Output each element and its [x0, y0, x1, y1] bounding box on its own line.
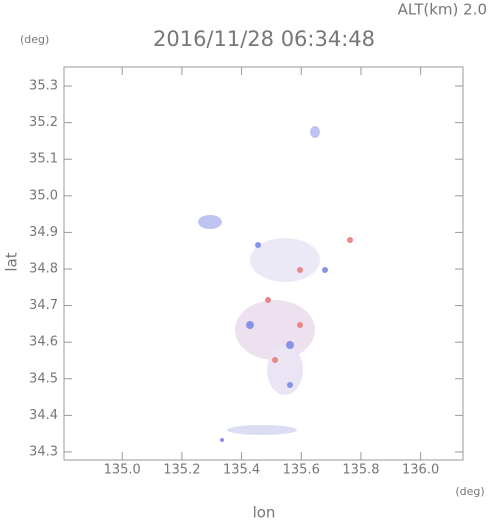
echo: [246, 321, 254, 329]
plot-frame: [63, 66, 464, 461]
echo-field: [198, 126, 353, 442]
y-tick-label: 34.6: [29, 335, 58, 350]
y-axis-label: lat: [3, 252, 21, 271]
echo: [227, 425, 297, 435]
x-unit: (deg): [455, 485, 484, 498]
x-tick-label: 135.6: [283, 463, 320, 478]
echo: [322, 267, 328, 273]
x-tick-label: 135.4: [223, 463, 260, 478]
echo: [267, 345, 303, 395]
x-tick-label: 135.8: [342, 463, 379, 478]
y-tick-label: 34.3: [29, 444, 58, 459]
echo: [287, 382, 293, 388]
echo: [265, 297, 271, 303]
echo: [220, 438, 224, 442]
y-tick-label: 35.1: [29, 152, 58, 167]
echo: [235, 300, 315, 360]
y-tick-label: 35.0: [29, 188, 58, 203]
y-tick-label: 34.8: [29, 261, 58, 276]
y-tick-label: 35.2: [29, 115, 58, 130]
echo: [297, 322, 303, 328]
y-tick-label: 35.3: [29, 79, 58, 94]
x-tick-label: 135.2: [163, 463, 200, 478]
x-tick-label: 135.0: [104, 463, 141, 478]
y-tick-label: 34.7: [29, 298, 58, 313]
echo: [255, 242, 261, 248]
x-axis-label: lon: [253, 504, 276, 521]
echo: [347, 237, 353, 243]
y-unit: (deg): [20, 33, 49, 46]
echo: [272, 357, 278, 363]
echo: [198, 215, 222, 229]
echo: [297, 267, 303, 273]
echo: [310, 126, 320, 138]
x-tick-label: 136.0: [402, 463, 439, 478]
chart-title: 2016/11/28 06:34:48: [153, 27, 375, 51]
y-tick-label: 34.4: [29, 408, 58, 423]
altitude-label: ALT(km) 2.0: [398, 1, 487, 19]
y-tick-label: 34.9: [29, 225, 58, 240]
echo: [286, 341, 294, 349]
y-tick-label: 34.5: [29, 371, 58, 386]
